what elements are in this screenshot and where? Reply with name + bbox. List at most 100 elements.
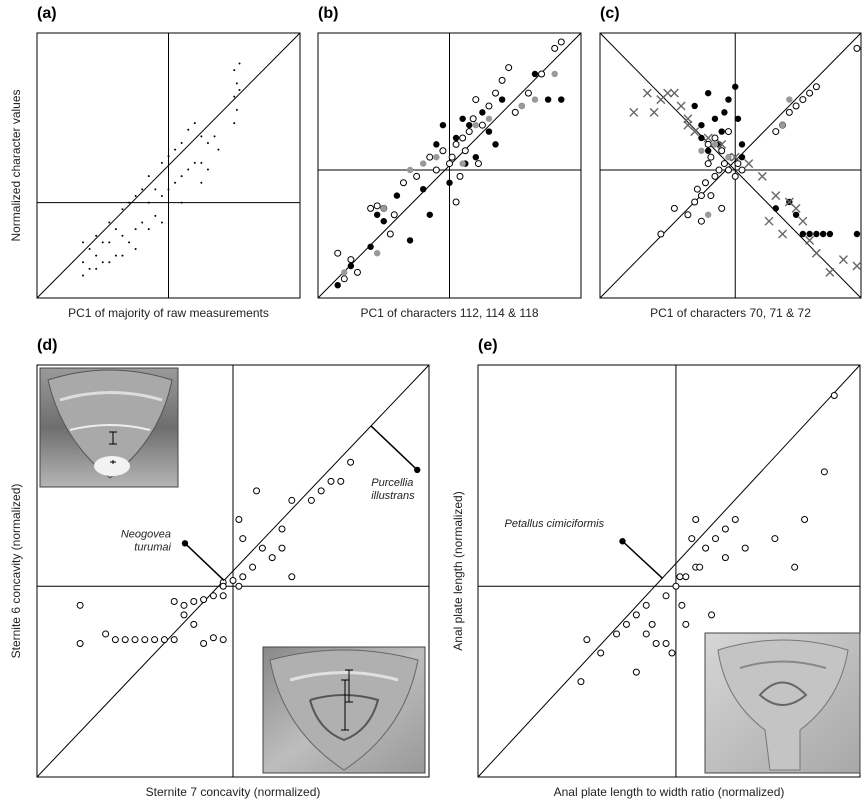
data-point: [447, 161, 453, 167]
data-point: [820, 231, 826, 237]
data-point: [786, 96, 792, 102]
data-point: [614, 631, 620, 637]
data-point: [354, 269, 360, 275]
x-axis-label: Anal plate length to width ratio (normal…: [554, 785, 785, 799]
data-point: [799, 217, 807, 225]
x-axis-label: PC1 of characters 112, 114 & 118: [360, 306, 538, 320]
data-point: [697, 564, 703, 570]
data-point: [161, 221, 163, 223]
data-point: [772, 536, 778, 542]
data-point: [102, 261, 104, 263]
data-point: [348, 257, 354, 263]
data-point: [466, 122, 472, 128]
data-point: [486, 128, 492, 134]
data-point: [121, 208, 123, 210]
data-point: [187, 168, 189, 170]
data-point: [677, 102, 685, 110]
data-point: [236, 109, 238, 111]
data-point: [154, 188, 156, 190]
data-point: [148, 175, 150, 177]
data-point: [233, 122, 235, 124]
data-point: [854, 231, 860, 237]
data-point: [712, 116, 718, 122]
inset-photo: [263, 647, 425, 773]
panel-label: (b): [318, 5, 338, 22]
data-point: [95, 255, 97, 257]
data-point: [201, 640, 207, 646]
data-point: [683, 621, 689, 627]
data-point: [643, 89, 651, 97]
data-point: [420, 186, 426, 192]
data-point: [236, 82, 238, 84]
data-point: [201, 597, 207, 603]
data-point: [725, 167, 731, 173]
data-point: [664, 89, 672, 97]
data-point: [623, 621, 629, 627]
data-point: [115, 255, 117, 257]
data-point: [739, 167, 745, 173]
data-point: [128, 241, 130, 243]
data-point: [732, 84, 738, 90]
data-point: [108, 241, 110, 243]
data-point: [493, 90, 499, 96]
data-point: [233, 96, 235, 98]
data-point: [135, 195, 137, 197]
data-point: [374, 212, 380, 218]
data-point: [108, 261, 110, 263]
data-point: [719, 205, 725, 211]
data-point: [135, 228, 137, 230]
data-point: [552, 45, 558, 51]
data-point: [318, 488, 324, 494]
data-point: [220, 583, 226, 589]
point-label: Neogovea: [121, 528, 171, 540]
data-point: [705, 141, 711, 147]
data-point: [181, 175, 183, 177]
data-point: [152, 637, 158, 643]
data-point: [95, 235, 97, 237]
panel-label: (c): [600, 5, 620, 22]
data-point: [705, 212, 711, 218]
data-point: [649, 621, 655, 627]
panel-label: (a): [37, 5, 57, 22]
data-point: [792, 564, 798, 570]
data-point: [460, 135, 466, 141]
data-point: [457, 173, 463, 179]
data-point: [705, 161, 711, 167]
data-point: [161, 637, 167, 643]
data-point: [77, 602, 83, 608]
data-point: [532, 71, 538, 77]
data-point: [826, 268, 834, 276]
data-point: [279, 545, 285, 551]
data-point: [722, 526, 728, 532]
data-point: [779, 122, 785, 128]
data-point: [663, 593, 669, 599]
data-point: [633, 669, 639, 675]
data-point: [525, 90, 531, 96]
data-point: [374, 203, 380, 209]
data-point: [812, 249, 820, 257]
data-point: [239, 62, 241, 64]
data-point: [161, 195, 163, 197]
data-point: [650, 108, 658, 116]
data-point: [673, 583, 679, 589]
data-point: [335, 250, 341, 256]
data-point: [459, 160, 465, 166]
data-point: [387, 231, 393, 237]
data-point: [479, 109, 485, 115]
data-point: [200, 182, 202, 184]
data-point: [694, 186, 700, 192]
point-label: Purcellia: [371, 477, 413, 489]
data-point: [89, 268, 91, 270]
data-point: [721, 109, 727, 115]
data-point: [492, 141, 498, 147]
y-axis-label: Anal plate length (normalized): [451, 491, 465, 650]
data-point: [630, 108, 638, 116]
data-point: [506, 65, 512, 71]
data-point: [367, 244, 373, 250]
data-point: [433, 154, 439, 160]
data-point: [716, 167, 722, 173]
data-point: [813, 84, 819, 90]
data-point: [168, 155, 170, 157]
data-point: [698, 122, 704, 128]
data-point: [670, 89, 678, 97]
